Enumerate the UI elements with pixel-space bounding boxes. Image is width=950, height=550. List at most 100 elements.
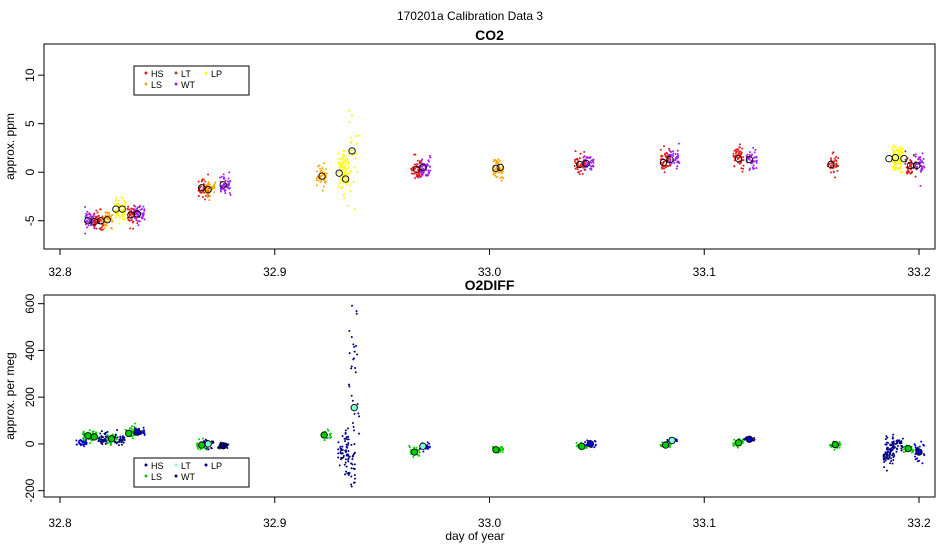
data-point bbox=[96, 211, 99, 214]
data-point bbox=[86, 213, 89, 216]
legend-label: WT bbox=[181, 80, 195, 90]
data-point bbox=[584, 441, 587, 444]
data-point bbox=[338, 464, 341, 467]
data-point bbox=[908, 162, 911, 165]
mean-marker bbox=[204, 186, 212, 194]
data-point bbox=[893, 167, 896, 170]
mean-marker bbox=[419, 163, 427, 172]
data-point bbox=[677, 154, 680, 157]
data-point bbox=[201, 179, 204, 182]
data-point bbox=[662, 161, 665, 164]
data-point bbox=[339, 182, 342, 185]
data-point bbox=[128, 208, 131, 211]
data-point bbox=[120, 438, 123, 441]
data-point bbox=[590, 165, 593, 168]
data-point bbox=[834, 176, 837, 179]
data-point bbox=[84, 205, 87, 208]
data-point bbox=[115, 213, 118, 216]
data-point bbox=[889, 462, 892, 465]
data-point bbox=[350, 485, 353, 488]
data-point bbox=[196, 444, 199, 447]
legend: HS LT LP LS WT bbox=[133, 65, 250, 96]
data-point bbox=[94, 215, 97, 218]
data-point bbox=[893, 144, 896, 147]
data-point bbox=[670, 162, 673, 165]
data-point bbox=[75, 439, 78, 442]
data-point bbox=[668, 163, 671, 166]
data-point bbox=[345, 465, 348, 468]
data-point bbox=[421, 168, 424, 171]
data-point bbox=[900, 447, 903, 450]
data-point bbox=[347, 460, 350, 463]
data-point bbox=[107, 218, 110, 221]
y-tick-label: 0 bbox=[23, 169, 37, 176]
data-point bbox=[413, 153, 416, 156]
data-point bbox=[330, 436, 333, 439]
data-point bbox=[131, 425, 134, 428]
data-point bbox=[579, 152, 582, 155]
data-point bbox=[836, 165, 839, 168]
data-point bbox=[85, 226, 88, 229]
data-point bbox=[100, 226, 103, 229]
data-point bbox=[339, 450, 342, 453]
data-point bbox=[210, 440, 213, 443]
mean-marker bbox=[198, 441, 206, 449]
legend-box bbox=[133, 65, 250, 96]
data-point bbox=[119, 435, 122, 438]
data-point bbox=[318, 164, 321, 167]
data-point bbox=[101, 219, 104, 222]
data-point bbox=[126, 208, 129, 211]
data-point bbox=[82, 431, 85, 434]
data-point bbox=[413, 163, 416, 166]
data-point bbox=[343, 155, 346, 158]
data-point bbox=[121, 197, 124, 200]
data-point bbox=[137, 211, 140, 214]
data-point bbox=[742, 167, 745, 170]
data-point bbox=[86, 210, 89, 213]
data-point bbox=[911, 450, 914, 453]
data-point bbox=[197, 447, 200, 450]
data-point bbox=[494, 168, 497, 171]
data-point bbox=[89, 224, 92, 227]
data-point bbox=[755, 160, 758, 163]
data-point bbox=[92, 430, 95, 433]
data-point bbox=[208, 199, 211, 202]
data-point bbox=[578, 173, 581, 176]
data-point bbox=[315, 179, 318, 182]
data-point bbox=[900, 148, 903, 151]
data-point bbox=[350, 483, 353, 486]
data-point bbox=[589, 156, 592, 159]
data-point bbox=[738, 146, 741, 149]
data-point bbox=[668, 157, 671, 160]
data-point bbox=[346, 472, 349, 475]
data-point bbox=[223, 185, 226, 188]
data-point bbox=[202, 437, 205, 440]
mean-marker bbox=[492, 446, 500, 454]
data-point bbox=[674, 158, 677, 161]
data-point bbox=[350, 443, 353, 446]
mean-marker bbox=[133, 210, 141, 218]
data-point bbox=[732, 442, 735, 445]
data-point bbox=[353, 443, 356, 446]
data-point bbox=[593, 439, 596, 442]
mean-marker bbox=[885, 154, 893, 163]
data-point bbox=[576, 168, 579, 171]
data-point bbox=[342, 193, 345, 196]
data-point bbox=[499, 447, 502, 450]
data-point bbox=[324, 181, 327, 184]
data-point bbox=[892, 433, 895, 436]
data-point bbox=[226, 444, 229, 447]
data-point bbox=[573, 164, 576, 167]
data-point bbox=[914, 155, 917, 158]
data-point bbox=[338, 164, 341, 167]
mean-marker bbox=[320, 431, 328, 439]
data-point bbox=[104, 211, 107, 214]
data-point bbox=[426, 163, 429, 166]
data-point bbox=[907, 169, 910, 172]
data-point bbox=[85, 438, 88, 441]
data-point bbox=[348, 184, 351, 187]
data-point bbox=[347, 162, 350, 165]
mean-marker bbox=[915, 448, 923, 456]
data-point bbox=[896, 150, 899, 153]
data-point bbox=[415, 446, 418, 449]
